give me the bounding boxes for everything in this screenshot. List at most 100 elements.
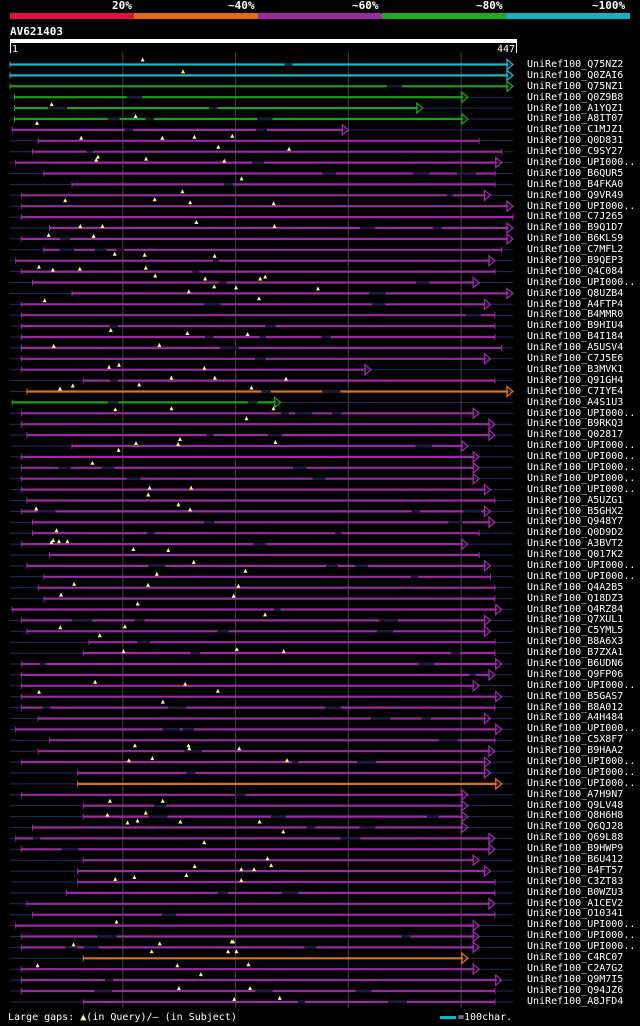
hit-label[interactable]: UniRef100_UPI000.. bbox=[527, 200, 636, 212]
hit-label[interactable]: UniRef100_B3MVK1 bbox=[527, 363, 624, 375]
hit-label[interactable]: UniRef100_A4FTP4 bbox=[527, 298, 624, 310]
gap-marker bbox=[51, 538, 56, 543]
hit-label[interactable]: UniRef100_Q75NZ1 bbox=[527, 80, 624, 92]
hit-label[interactable]: UniRef100_B9QEP3 bbox=[527, 255, 624, 267]
hit-label[interactable]: UniRef100_B4FKA0 bbox=[527, 178, 624, 190]
hit-label[interactable]: UniRef100_UPI000.. bbox=[527, 679, 636, 691]
hit-label[interactable]: UniRef100_B8A6X3 bbox=[527, 636, 624, 648]
gap-marker bbox=[78, 224, 83, 228]
hit-label[interactable]: UniRef100_A1YQZ1 bbox=[527, 102, 624, 114]
gap-marker bbox=[257, 819, 262, 824]
hit-label[interactable]: UniRef100_B4MMR0 bbox=[527, 309, 624, 321]
hit-label[interactable]: UniRef100_C2A7G2 bbox=[527, 962, 624, 974]
hit-label[interactable]: UniRef100_UPI000.. bbox=[527, 570, 636, 582]
hit-label[interactable]: UniRef100_O10341 bbox=[527, 908, 624, 920]
hit-label[interactable]: UniRef100_A7H9N7 bbox=[527, 788, 624, 800]
hit-label[interactable]: UniRef100_C3ZT83 bbox=[527, 875, 624, 887]
hit-label[interactable]: UniRef100_Q948Y7 bbox=[527, 516, 624, 528]
hit-label[interactable]: UniRef100_B5GAS7 bbox=[527, 690, 624, 702]
hit-label[interactable]: UniRef100_C7MFL2 bbox=[527, 244, 624, 256]
gap-marker bbox=[281, 829, 286, 834]
hit-label[interactable]: UniRef100_B7ZXA1 bbox=[527, 647, 624, 659]
hit-label[interactable]: UniRef100_C9SY27 bbox=[527, 146, 624, 158]
hit-label[interactable]: UniRef100_Q9M7I5 bbox=[527, 973, 624, 985]
hit-label[interactable]: UniRef100_A8IT07 bbox=[527, 113, 624, 125]
hit-label[interactable]: UniRef100_Q0Z9B8 bbox=[527, 91, 624, 103]
hit-label[interactable]: UniRef100_B5GHX2 bbox=[527, 505, 624, 517]
hit-label[interactable]: UniRef100_UPI000.. bbox=[527, 777, 636, 789]
hit-label[interactable]: UniRef100_UPI000.. bbox=[527, 407, 636, 419]
hit-label[interactable]: UniRef100_Q0D831 bbox=[527, 135, 624, 147]
hit-label[interactable]: UniRef100_B8A012 bbox=[527, 701, 624, 713]
hit-label[interactable]: UniRef100_C7J5E6 bbox=[527, 353, 624, 365]
hit-label[interactable]: UniRef100_UPI000.. bbox=[527, 766, 636, 778]
hit-label[interactable]: UniRef100_A4S1U3 bbox=[527, 396, 624, 408]
hit-label[interactable]: UniRef100_B6U412 bbox=[527, 854, 624, 866]
hit-label[interactable]: UniRef100_Q9FP06 bbox=[527, 668, 624, 680]
hit-label[interactable]: UniRef100_UPI000.. bbox=[527, 919, 636, 931]
gap-marker bbox=[49, 102, 54, 107]
hit-label[interactable]: UniRef100_Q0D9D2 bbox=[527, 527, 624, 539]
hit-label[interactable]: UniRef100_B0WZU3 bbox=[527, 886, 624, 898]
gap-marker bbox=[49, 540, 54, 545]
hit-label[interactable]: UniRef100_UPI000.. bbox=[527, 440, 636, 452]
gap-marker bbox=[277, 995, 282, 1000]
hit-label[interactable]: UniRef100_C7IYE4 bbox=[527, 385, 624, 397]
hit-label[interactable]: UniRef100_UPI000.. bbox=[527, 472, 636, 484]
hit-label[interactable]: UniRef100_A4H484 bbox=[527, 712, 624, 724]
hit-label[interactable]: UniRef100_UPI000.. bbox=[527, 756, 636, 767]
hit-label[interactable]: UniRef100_C1MJZ1 bbox=[527, 124, 624, 136]
hit-label[interactable]: UniRef100_A8JFD4 bbox=[527, 995, 624, 1007]
hit-label[interactable]: UniRef100_UPI000.. bbox=[527, 483, 636, 495]
hit-label[interactable]: UniRef100_A1CEV2 bbox=[527, 897, 624, 909]
hit-label[interactable]: UniRef100_Q4RZ84 bbox=[527, 603, 624, 615]
hit-label[interactable]: UniRef100_UPI000.. bbox=[527, 723, 636, 735]
hit-label[interactable]: UniRef100_Q017K2 bbox=[527, 549, 624, 561]
hit-label[interactable]: UniRef100_Q18DZ3 bbox=[527, 592, 624, 604]
hit-label[interactable]: UniRef100_C5X8F7 bbox=[527, 734, 624, 746]
hit-label[interactable]: UniRef100_Q75NZ2 bbox=[527, 59, 624, 70]
hit-label[interactable]: UniRef100_C5YML5 bbox=[527, 625, 624, 637]
hit-label[interactable]: UniRef100_Q8H6H8 bbox=[527, 810, 624, 822]
hit-label[interactable]: UniRef100_Q94JZ6 bbox=[527, 984, 624, 996]
hit-label[interactable]: UniRef100_B4FT57 bbox=[527, 864, 624, 876]
hit-label[interactable]: UniRef100_B9HIU4 bbox=[527, 320, 624, 332]
hit-label[interactable]: UniRef100_A5UZG1 bbox=[527, 494, 624, 506]
hit-label[interactable]: UniRef100_UPI000.. bbox=[527, 276, 636, 288]
hit-label[interactable]: UniRef100_UPI000.. bbox=[527, 941, 636, 953]
gap-marker bbox=[231, 593, 236, 598]
hit-label[interactable]: UniRef100_UPI000.. bbox=[527, 461, 636, 473]
hit-label[interactable]: UniRef100_Q7XUL1 bbox=[527, 614, 624, 626]
query-id[interactable]: AV621403 bbox=[10, 25, 63, 38]
hit-label[interactable]: UniRef100_UPI000.. bbox=[527, 559, 636, 571]
hit-label[interactable]: UniRef100_B9RKQ3 bbox=[527, 418, 624, 430]
hit-label[interactable]: UniRef100_B4I184 bbox=[527, 331, 624, 343]
legend-subject: (in Subject) bbox=[164, 1012, 237, 1023]
hit-label[interactable]: UniRef100_Q02817 bbox=[527, 429, 624, 441]
hit-label[interactable]: UniRef100_Q8UZB4 bbox=[527, 287, 624, 299]
hit-label[interactable]: UniRef100_Q0ZAI6 bbox=[527, 69, 624, 81]
hit-label[interactable]: UniRef100_UPI000.. bbox=[527, 451, 636, 463]
hit-arrowhead bbox=[472, 919, 481, 932]
hit-label[interactable]: UniRef100_C4RC07 bbox=[527, 952, 624, 964]
gap-marker bbox=[230, 133, 235, 138]
hit-label[interactable]: UniRef100_Q9VR49 bbox=[527, 189, 624, 201]
hit-label[interactable]: UniRef100_Q4A2B5 bbox=[527, 581, 624, 593]
hit-label[interactable]: UniRef100_A3BVT2 bbox=[527, 538, 624, 550]
hit-label[interactable]: UniRef100_A5USV4 bbox=[527, 342, 624, 354]
hit-label[interactable]: UniRef100_UPI000.. bbox=[527, 157, 636, 169]
hit-label[interactable]: UniRef100_Q6QJ28 bbox=[527, 821, 624, 833]
hit-label[interactable]: UniRef100_B9HAA2 bbox=[527, 745, 624, 757]
hit-label[interactable]: UniRef100_UPI000.. bbox=[527, 930, 636, 942]
hit-label[interactable]: UniRef100_B6QUR5 bbox=[527, 167, 624, 179]
gap-marker bbox=[59, 592, 64, 597]
hit-label[interactable]: UniRef100_C7J265 bbox=[527, 211, 624, 223]
hit-label[interactable]: UniRef100_Q9LV48 bbox=[527, 799, 624, 811]
hit-label[interactable]: UniRef100_B6UDN6 bbox=[527, 657, 624, 669]
hit-label[interactable]: UniRef100_Q4C084 bbox=[527, 265, 624, 277]
hit-label[interactable]: UniRef100_B9HWP9 bbox=[527, 843, 624, 855]
hit-label[interactable]: UniRef100_B6KLS9 bbox=[527, 233, 624, 245]
hit-label[interactable]: UniRef100_B9Q1D7 bbox=[527, 222, 624, 234]
hit-label[interactable]: UniRef100_Q69L88 bbox=[527, 832, 624, 844]
hit-label[interactable]: UniRef100_Q91GH4 bbox=[527, 374, 624, 386]
